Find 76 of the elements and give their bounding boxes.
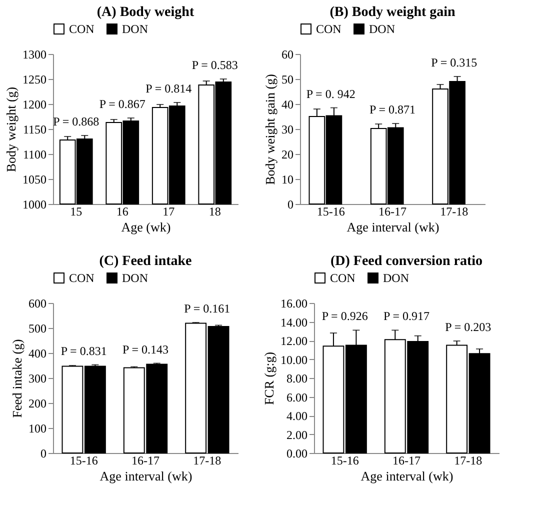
x-tick-label: 17-18	[440, 204, 468, 218]
y-tick-label: 1000	[22, 198, 46, 212]
legend-label: CON	[316, 22, 342, 36]
annotation: P = 0.926	[322, 309, 368, 324]
y-tick-label: 20	[282, 148, 294, 162]
y-tick-label: 12.00	[280, 334, 308, 348]
y-tick-label: 1100	[22, 148, 46, 162]
legend-label: DON	[369, 22, 396, 36]
y-tick-label: 60	[282, 48, 294, 62]
annotation: P = 0.814	[146, 82, 192, 96]
annotation: P = 0.161	[184, 302, 230, 316]
x-axis-title: Age interval (wk)	[346, 220, 440, 234]
annotation: P = 0.143	[122, 342, 168, 356]
x-axis-title: Age (wk)	[121, 220, 171, 234]
y-tick-label: 50	[282, 72, 294, 86]
annotation: P = 0.831	[60, 344, 107, 358]
annotation: P = 0.203	[445, 320, 492, 334]
y-tick-label: 8.00	[286, 372, 308, 386]
y-tick-label: 40	[282, 98, 294, 112]
annotation: P = 0.583	[192, 58, 238, 72]
y-tick-label: 16.00	[280, 296, 308, 310]
annotation: P = 0.867	[99, 97, 146, 111]
y-tick-label: 0	[40, 446, 46, 460]
x-tick-label: 15-16	[330, 454, 359, 468]
y-tick-label: 10	[282, 172, 294, 186]
x-tick-label: 15-16	[70, 454, 98, 468]
legend-label: DON	[122, 271, 148, 285]
y-tick-label: 14.00	[280, 315, 308, 330]
y-tick-label: 2.00	[286, 428, 308, 442]
y-axis-title: Feed intake (g)	[10, 339, 24, 418]
y-tick-label: 10.00	[280, 352, 308, 367]
y-tick-label: 0.00	[286, 446, 308, 460]
y-tick-label: 1250	[22, 72, 46, 86]
x-tick-label: 16-17	[392, 454, 420, 468]
y-tick-label: 200	[28, 396, 46, 410]
legend-label: CON	[69, 22, 95, 36]
y-tick-label: 30	[282, 122, 294, 136]
annotation: P = 0.868	[53, 114, 100, 128]
y-tick-label: 300	[28, 372, 46, 386]
chart-title: (D) Feed conversion ratio	[330, 254, 483, 269]
y-axis-title: Body weight gain (g)	[262, 74, 278, 185]
y-tick-label: 1200	[22, 98, 46, 112]
annotation: P = 0.871	[370, 102, 416, 116]
x-axis-title: Age interval (wk)	[100, 468, 192, 484]
x-tick-label: 15-16	[316, 204, 345, 218]
x-tick-label: 16	[116, 204, 128, 218]
x-tick-label: 16-17	[378, 204, 406, 218]
x-tick-label: 16-17	[132, 454, 160, 468]
y-tick-label: 4.00	[286, 409, 308, 423]
chart-title: (C) Feed intake	[99, 254, 192, 269]
annotation: P = 0.917	[384, 309, 430, 324]
chart-title: (A) Body weight	[96, 5, 194, 20]
x-tick-label: 17-18	[193, 454, 222, 468]
x-tick-label: 17-18	[454, 454, 482, 468]
y-tick-label: 600	[28, 296, 46, 310]
x-tick-label: 15	[70, 204, 82, 218]
x-tick-label: 17	[162, 204, 175, 218]
y-tick-label: 500	[28, 322, 46, 336]
y-axis-title: Body weight (g)	[4, 86, 18, 172]
legend-label: DON	[383, 271, 410, 285]
y-tick-label: 100	[28, 422, 46, 436]
legend-label: CON	[330, 271, 356, 285]
y-tick-label: 0	[288, 198, 294, 212]
x-axis-title: Age interval (wk)	[360, 468, 454, 484]
chart-title: (B) Body weight gain	[330, 5, 456, 20]
y-tick-label: 1150	[22, 122, 46, 136]
annotation: P = 0. 942	[306, 86, 356, 101]
legend-label: DON	[122, 22, 148, 36]
y-tick-label: 400	[28, 346, 46, 360]
y-axis-title: FCR (g:g)	[262, 352, 276, 406]
y-tick-label: 1050	[22, 172, 46, 186]
y-tick-label: 1300	[22, 48, 46, 62]
annotation: P = 0.315	[431, 56, 478, 70]
legend-label: CON	[69, 271, 95, 285]
y-tick-label: 6.00	[286, 390, 308, 404]
x-tick-label: 18	[208, 204, 221, 218]
